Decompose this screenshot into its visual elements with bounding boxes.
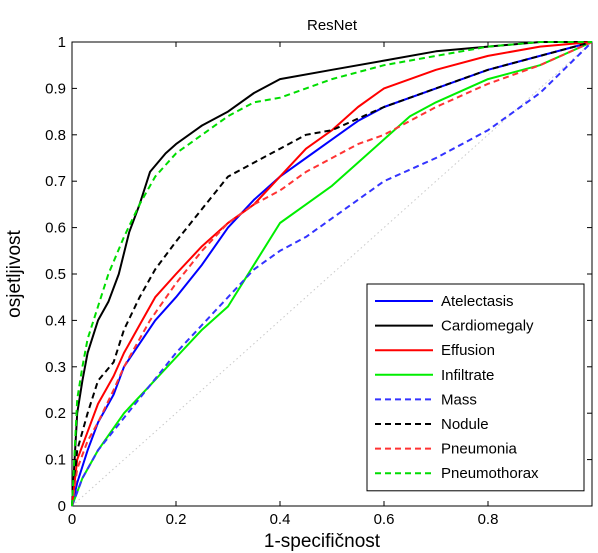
- y-tick-label: 0: [58, 498, 66, 515]
- legend-label-pneumonia: Pneumonia: [441, 441, 518, 458]
- y-tick-label: 0.4: [45, 312, 66, 329]
- legend-label-mass: Mass: [441, 391, 477, 408]
- y-tick-label: 0.5: [45, 266, 66, 283]
- y-axis-label: osjetljivost: [4, 229, 25, 317]
- y-tick-label: 0.3: [45, 359, 66, 376]
- legend-label-effusion: Effusion: [441, 342, 495, 359]
- legend-label-nodule: Nodule: [441, 416, 489, 433]
- x-axis-label: 1-specifičnost: [264, 531, 381, 552]
- series-line-cardiomegaly: [71, 41, 592, 507]
- y-tick-label: 0.2: [45, 405, 66, 422]
- legend-label-atelectasis: Atelectasis: [441, 293, 514, 310]
- legend-box: [366, 283, 585, 492]
- y-tick-label: 0.6: [45, 220, 66, 237]
- series-line-nodule: [71, 41, 593, 507]
- y-tick-label: 0.8: [45, 127, 66, 144]
- y-tick-label: 0.7: [45, 173, 66, 190]
- x-tick-label: 0.4: [270, 511, 291, 528]
- y-tick-label: 0.9: [45, 80, 66, 97]
- series-line-infiltrate: [71, 41, 593, 507]
- diagonal-reference-line: [71, 41, 593, 507]
- series-line-pneumonia: [71, 41, 593, 507]
- plot-area: 0 0.2 0.4 0.6 0.8 0 0.1 0.2 0.3 0.4 0.5 0.6 0.7 0.8 0.…: [45, 34, 593, 528]
- x-tick-label: 0.6: [374, 511, 395, 528]
- legend-label-pneumothorax: Pneumothorax: [441, 465, 539, 482]
- x-tick-label: 0: [68, 511, 76, 528]
- y-tick-label: 1: [58, 34, 66, 51]
- chart-title: ResNet: [307, 17, 358, 34]
- legend-label-infiltrate: Infiltrate: [441, 367, 494, 384]
- series-line-effusion: [71, 41, 593, 507]
- x-tick-label: 0.2: [166, 511, 187, 528]
- series-line-mass: [71, 41, 593, 507]
- x-tick-label: 0.8: [478, 511, 499, 528]
- legend: Atelectasis Cardiomegaly Effusion Infiltrat…: [366, 283, 585, 492]
- legend-label-cardiomegaly: Cardiomegaly: [441, 318, 534, 335]
- y-tick-label: 0.1: [45, 452, 66, 469]
